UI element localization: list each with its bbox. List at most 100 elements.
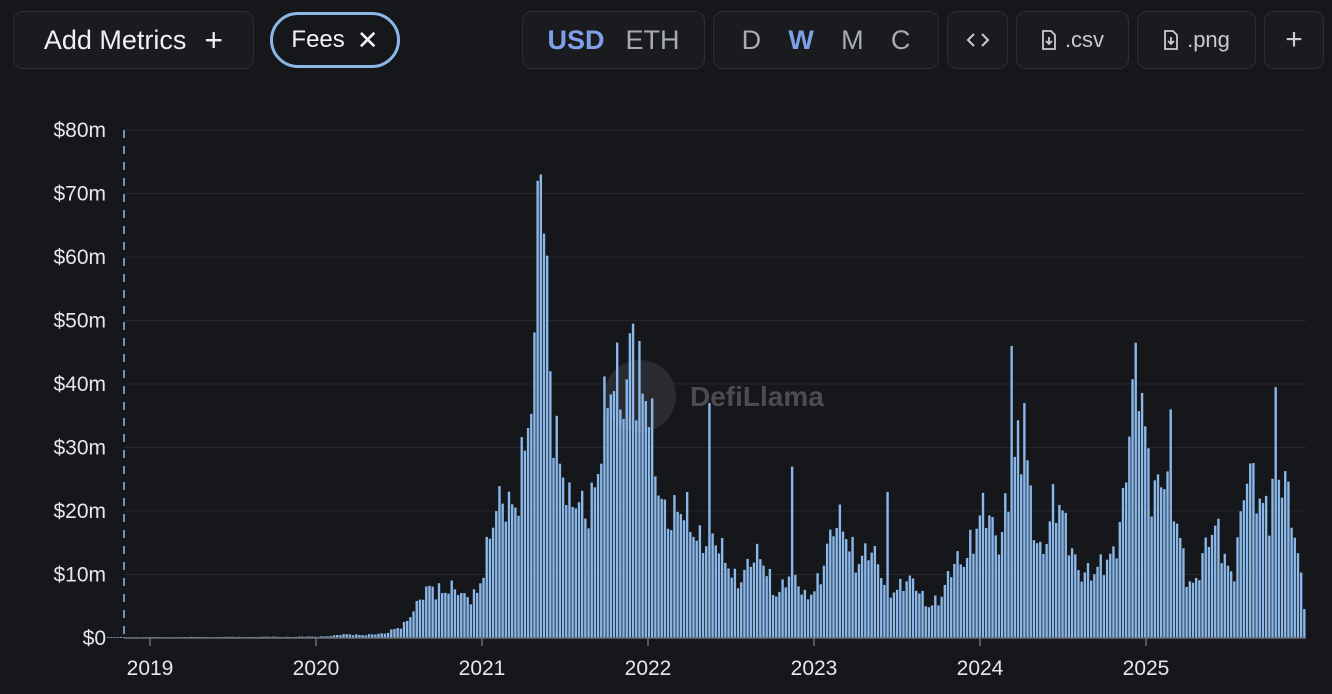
- fee-bar[interactable]: [113, 637, 116, 638]
- fee-bar[interactable]: [530, 413, 533, 638]
- fee-bar[interactable]: [978, 515, 982, 638]
- fee-bar[interactable]: [1004, 493, 1007, 638]
- fee-bar[interactable]: [1099, 554, 1102, 638]
- fee-bar[interactable]: [908, 575, 912, 638]
- fee-bar[interactable]: [727, 568, 730, 638]
- fee-bar[interactable]: [396, 628, 399, 638]
- fee-bar[interactable]: [320, 636, 323, 638]
- fee-bar[interactable]: [609, 394, 612, 638]
- fee-bar[interactable]: [902, 591, 905, 638]
- fee-bar[interactable]: [367, 634, 371, 638]
- fee-bar[interactable]: [488, 538, 492, 638]
- fee-bar[interactable]: [873, 546, 877, 638]
- fee-bar[interactable]: [946, 571, 950, 638]
- fee-bar[interactable]: [740, 582, 743, 638]
- fee-bar[interactable]: [895, 589, 899, 638]
- fee-bar[interactable]: [775, 596, 778, 638]
- fee-bar[interactable]: [685, 492, 689, 638]
- fee-bar[interactable]: [1252, 463, 1255, 638]
- fee-bar[interactable]: [959, 564, 962, 638]
- fee-bar[interactable]: [1179, 537, 1182, 638]
- fee-bar[interactable]: [1182, 548, 1185, 638]
- fee-bar[interactable]: [965, 557, 969, 638]
- fee-bar[interactable]: [969, 529, 972, 638]
- fee-bar[interactable]: [720, 537, 724, 638]
- fee-bar[interactable]: [561, 477, 565, 638]
- fee-bar[interactable]: [1153, 480, 1156, 638]
- fee-bar[interactable]: [940, 596, 943, 638]
- fee-bar[interactable]: [106, 637, 110, 638]
- fee-bar[interactable]: [660, 498, 663, 638]
- fee-bar[interactable]: [848, 551, 851, 638]
- fee-bar[interactable]: [762, 565, 765, 638]
- fee-bar[interactable]: [886, 491, 889, 638]
- fee-bar[interactable]: [673, 495, 676, 638]
- fee-bar[interactable]: [892, 592, 896, 638]
- fee-bar[interactable]: [752, 562, 756, 638]
- fee-bar[interactable]: [972, 553, 975, 638]
- fee-bar[interactable]: [1229, 571, 1233, 638]
- fee-bar[interactable]: [1239, 511, 1242, 638]
- fee-bar[interactable]: [1299, 572, 1303, 638]
- fee-bar[interactable]: [1210, 534, 1214, 638]
- fee-bar[interactable]: [806, 599, 810, 638]
- fee-bar[interactable]: [797, 586, 800, 638]
- fee-bar[interactable]: [421, 599, 425, 638]
- fee-bar[interactable]: [1048, 521, 1052, 638]
- fee-bar[interactable]: [705, 546, 708, 638]
- fee-bar[interactable]: [1268, 535, 1271, 638]
- close-icon[interactable]: ✕: [356, 25, 379, 55]
- fee-bar[interactable]: [374, 634, 377, 638]
- fee-bar[interactable]: [975, 528, 978, 638]
- fee-bar[interactable]: [1080, 581, 1083, 638]
- fee-bar[interactable]: [549, 371, 552, 638]
- fee-bar[interactable]: [1077, 570, 1080, 638]
- fee-bar[interactable]: [447, 593, 450, 638]
- fee-bar[interactable]: [991, 517, 994, 638]
- fee-bar[interactable]: [622, 418, 625, 638]
- fee-bar[interactable]: [580, 490, 584, 638]
- fee-bar[interactable]: [816, 573, 819, 638]
- fee-bar[interactable]: [1140, 392, 1144, 638]
- fee-bar[interactable]: [345, 634, 348, 638]
- fee-bar[interactable]: [1198, 580, 1201, 638]
- fee-bar[interactable]: [498, 486, 501, 638]
- fee-bar[interactable]: [460, 592, 463, 638]
- fee-bar[interactable]: [485, 536, 488, 638]
- currency-option-eth[interactable]: ETH: [625, 24, 680, 55]
- fee-bar[interactable]: [1039, 541, 1042, 638]
- fee-bar[interactable]: [915, 590, 918, 638]
- fee-bar[interactable]: [638, 340, 641, 638]
- fee-bar[interactable]: [759, 559, 762, 638]
- fee-bar[interactable]: [765, 576, 768, 638]
- fee-bar[interactable]: [539, 174, 543, 638]
- fee-bar[interactable]: [663, 499, 667, 638]
- fee-bar[interactable]: [1172, 521, 1176, 638]
- fee-bar[interactable]: [593, 487, 597, 638]
- fee-bar[interactable]: [841, 531, 845, 638]
- fee-bar[interactable]: [930, 605, 934, 638]
- fee-bar[interactable]: [1271, 478, 1274, 638]
- fee-bar[interactable]: [456, 595, 460, 638]
- fee-bar[interactable]: [1131, 379, 1134, 638]
- fee-bar[interactable]: [555, 415, 558, 638]
- fee-bar[interactable]: [981, 492, 985, 638]
- fee-bar[interactable]: [918, 593, 921, 638]
- fee-bar[interactable]: [383, 633, 387, 638]
- fee-bar[interactable]: [682, 520, 686, 638]
- fee-bar[interactable]: [781, 579, 784, 638]
- fee-bar[interactable]: [495, 511, 498, 638]
- fee-bar[interactable]: [402, 621, 406, 638]
- fee-bar[interactable]: [635, 420, 638, 638]
- fee-bar[interactable]: [1045, 544, 1048, 638]
- fee-bar[interactable]: [835, 527, 838, 638]
- fee-bar[interactable]: [943, 584, 947, 638]
- fee-bar[interactable]: [1150, 516, 1153, 638]
- fee-bar[interactable]: [441, 593, 444, 638]
- fee-bar[interactable]: [469, 604, 473, 638]
- fee-bar[interactable]: [784, 587, 787, 638]
- fee-bar[interactable]: [1226, 565, 1230, 638]
- fee-bar[interactable]: [1258, 498, 1261, 638]
- fee-bar[interactable]: [1233, 581, 1236, 638]
- fee-bar[interactable]: [1293, 537, 1296, 638]
